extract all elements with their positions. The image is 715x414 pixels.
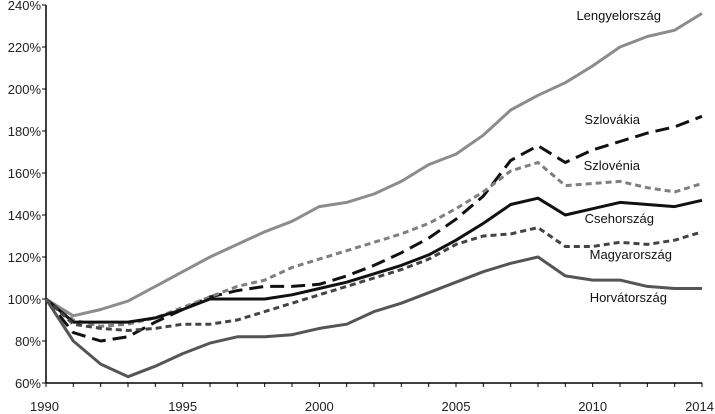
series-label-5: Horvátország xyxy=(590,290,667,305)
series-lines xyxy=(44,12,703,379)
series-label-2: Szlovénia xyxy=(584,158,641,173)
x-ticks: 1990 1995 2000 2005 2010 2014 xyxy=(30,383,714,414)
series-label-3: Csehország xyxy=(585,211,654,226)
series-label-4: Magyarország xyxy=(590,247,672,262)
series-line-5 xyxy=(44,255,702,379)
y-tick-label: 160% xyxy=(8,166,42,181)
series-line-4 xyxy=(44,226,703,332)
y-tick-label: 220% xyxy=(8,40,42,55)
y-tick-label: 200% xyxy=(8,82,42,97)
y-tick-label: 60% xyxy=(15,376,41,391)
series-label-0: Lengyelország xyxy=(576,8,661,23)
series-label-1: Szlovákia xyxy=(584,112,640,127)
x-tick-label: 1995 xyxy=(168,399,197,414)
y-tick-label: 100% xyxy=(8,292,42,307)
y-tick-label: 240% xyxy=(8,0,42,13)
series-line-3 xyxy=(45,196,703,324)
series-line-0 xyxy=(45,12,703,318)
y-ticks: 60% 80% 100% 120% 140% 160% 180% 200% 220% 240% xyxy=(8,0,46,391)
x-tick-label: 2005 xyxy=(442,399,471,414)
y-tick-label: 120% xyxy=(8,250,42,265)
x-tick-label: 2010 xyxy=(578,399,607,414)
x-tick-label: 2000 xyxy=(305,399,334,414)
x-tick-label: 2014 xyxy=(685,399,714,414)
series-line-1 xyxy=(44,114,703,343)
y-tick-label: 140% xyxy=(8,208,42,223)
x-tick-label: 1990 xyxy=(30,399,59,414)
series-labels: Lengyelország Szlovákia Szlovénia Csehorszá… xyxy=(576,8,672,305)
y-tick-label: 80% xyxy=(15,334,41,349)
y-tick-label: 180% xyxy=(8,124,42,139)
